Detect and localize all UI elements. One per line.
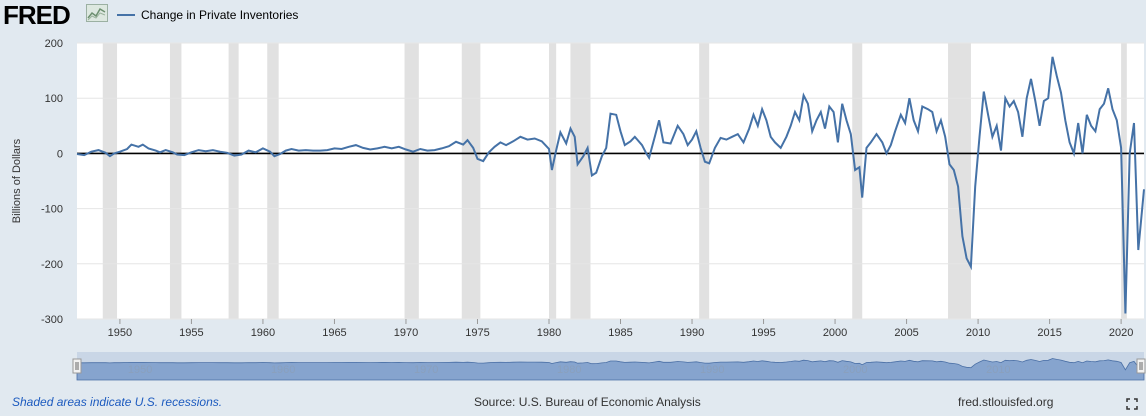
navigator-tick-label: 2000	[843, 364, 867, 376]
legend-label: Change in Private Inventories	[141, 8, 299, 22]
navigator-tick-labels: 1950 1960 1970 1980 1990 2000 2010	[128, 364, 1011, 376]
recession-band	[102, 43, 118, 319]
recession-band	[1121, 43, 1127, 319]
recession-band	[548, 43, 557, 319]
y-tick-label: 0	[57, 148, 63, 160]
x-tick-label: 1975	[465, 327, 489, 339]
x-tick-label: 2010	[966, 327, 990, 339]
x-tick-label: 1980	[537, 327, 561, 339]
source-credit: Source: U.S. Bureau of Economic Analysis	[474, 395, 701, 409]
recession-band	[948, 43, 971, 319]
y-tick-label: 200	[45, 38, 63, 50]
y-tick-labels: 200 100 0 -100 -200 -300	[41, 38, 63, 326]
x-tick-label: 2000	[823, 327, 847, 339]
fred-logo-chart-icon	[86, 4, 108, 22]
y-axis-label: Billions of Dollars	[11, 138, 23, 223]
navigator-tick-label: 1970	[414, 364, 438, 376]
x-tick-labels: 1950 1955 1960 1965 1970 1975 1980 1985 1990 1995…	[108, 319, 1133, 339]
x-tick-label: 1960	[251, 327, 275, 339]
recession-note: Shaded areas indicate U.S. recessions.	[12, 395, 223, 409]
x-tick-label: 1950	[108, 327, 132, 339]
grid-lines	[77, 42, 1144, 320]
x-tick-label: 1995	[751, 327, 775, 339]
x-tick-label: 2020	[1109, 327, 1133, 339]
recession-band	[267, 43, 279, 319]
recession-band	[852, 43, 863, 319]
navigator-series	[76, 358, 1145, 381]
navigator-tick-label: 2010	[986, 364, 1010, 376]
x-tick-label: 2015	[1037, 327, 1061, 339]
x-tick-label: 1955	[179, 327, 203, 339]
navigator-tick-label: 1960	[271, 364, 295, 376]
recession-band	[570, 43, 591, 319]
x-tick-label: 1970	[394, 327, 418, 339]
recession-band	[228, 43, 239, 319]
series-line[interactable]	[76, 56, 1145, 314]
recession-band	[404, 43, 419, 319]
recession-band	[461, 43, 481, 319]
x-tick-label: 1990	[680, 327, 704, 339]
navigator-tick-label: 1990	[700, 364, 724, 376]
navigator-right-handle[interactable]	[1136, 358, 1146, 374]
navigator-tick-label: 1980	[557, 364, 581, 376]
legend[interactable]: Change in Private Inventories	[117, 8, 298, 22]
navigator-tick-label: 1950	[128, 364, 152, 376]
fullscreen-icon[interactable]	[1126, 398, 1138, 410]
chart-header: FRED Change in Private Inventories	[0, 0, 1146, 34]
recession-band	[699, 43, 710, 319]
y-tick-label: -100	[41, 204, 63, 216]
chart[interactable]: 200 100 0 -100 -200 -300 1950 1955 1960 1965 1970…	[0, 0, 1146, 390]
y-tick-label: -200	[41, 259, 63, 271]
x-tick-label: 1965	[322, 327, 346, 339]
x-tick-label: 1985	[608, 327, 632, 339]
legend-swatch	[117, 14, 135, 16]
range-navigator[interactable]: 1950 1960 1970 1980 1990 2000 2010	[72, 352, 1146, 381]
site-credit[interactable]: fred.stlouisfed.org	[958, 395, 1054, 409]
y-tick-label: -300	[41, 314, 63, 326]
fred-logo[interactable]: FRED	[3, 0, 71, 30]
navigator-left-handle[interactable]	[72, 358, 82, 374]
x-tick-label: 2005	[894, 327, 918, 339]
y-tick-label: 100	[45, 93, 63, 105]
recession-band	[169, 43, 182, 319]
